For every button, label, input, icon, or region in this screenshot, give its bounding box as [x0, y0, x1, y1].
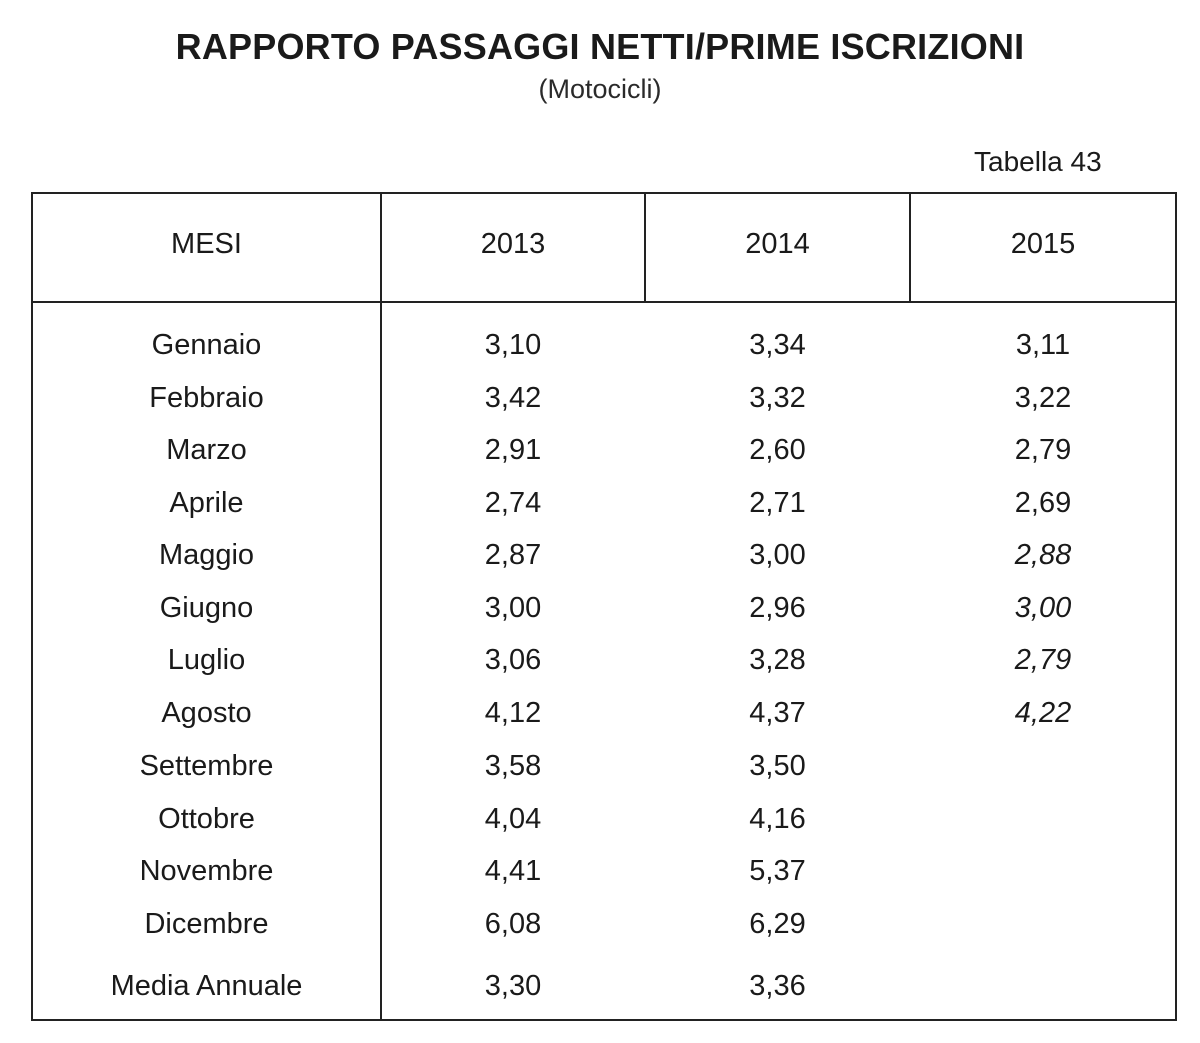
value-2013-cell: 6,08 [484, 908, 542, 940]
value-2013-cell: 4,12 [484, 697, 542, 729]
table-number: Tabella 43 [974, 146, 1102, 177]
table-row: Novembre 4,41 5,37 [0, 851, 1200, 891]
month-cell: Media Annuale [110, 970, 303, 1002]
header-divider [31, 301, 1177, 303]
value-2014-cell: 3,34 [749, 329, 806, 361]
value-2014-cell: 3,32 [749, 382, 806, 414]
table-row: Settembre 3,58 3,50 [0, 746, 1200, 786]
table-row: Maggio 2,87 3,00 2,88 [0, 535, 1200, 575]
table-row: Gennaio 3,10 3,34 3,11 [0, 325, 1200, 365]
summary-row: Media Annuale 3,30 3,36 [0, 966, 1200, 1006]
value-2015-cell: 2,88 [1014, 539, 1072, 571]
column-divider [909, 192, 911, 302]
column-header-2013: 2013 [480, 228, 546, 260]
value-2015-cell: 4,22 [1014, 697, 1072, 729]
value-2013-cell: 3,30 [484, 970, 542, 1002]
table-row: Giugno 3,00 2,96 3,00 [0, 588, 1200, 628]
value-2013-cell: 3,58 [484, 750, 542, 782]
page-title: RAPPORTO PASSAGGI NETTI/PRIME ISCRIZIONI [175, 26, 1025, 67]
value-2014-cell: 4,16 [749, 803, 806, 835]
table-row: Luglio 3,06 3,28 2,79 [0, 640, 1200, 680]
value-2014-cell: 6,29 [749, 908, 806, 940]
table-row: Agosto 4,12 4,37 4,22 [0, 693, 1200, 733]
value-2013-cell: 4,04 [484, 803, 542, 835]
table-row: Aprile 2,74 2,71 2,69 [0, 483, 1200, 523]
value-2015-cell: 2,79 [1014, 434, 1072, 466]
month-cell: Agosto [161, 697, 252, 729]
value-2014-cell: 5,37 [749, 855, 806, 887]
month-cell: Dicembre [144, 908, 269, 940]
month-cell: Febbraio [149, 382, 264, 414]
month-cell: Ottobre [158, 803, 255, 835]
value-2014-cell: 2,71 [749, 487, 806, 519]
value-2013-cell: 3,00 [484, 592, 542, 624]
month-cell: Luglio [167, 644, 246, 676]
value-2013-cell: 3,10 [484, 329, 542, 361]
value-2014-cell: 2,96 [749, 592, 806, 624]
value-2013-cell: 4,41 [484, 855, 542, 887]
month-cell: Novembre [139, 855, 274, 887]
value-2014-cell: 3,00 [749, 539, 806, 571]
column-divider [644, 192, 646, 302]
value-2015-cell: 3,00 [1014, 592, 1072, 624]
value-2014-cell: 3,50 [749, 750, 806, 782]
table-row: Marzo 2,91 2,60 2,79 [0, 430, 1200, 470]
table-row: Ottobre 4,04 4,16 [0, 799, 1200, 839]
table-bottom-border [31, 1019, 1177, 1021]
value-2013-cell: 2,74 [484, 487, 542, 519]
value-2015-cell: 3,22 [1014, 382, 1072, 414]
value-2015-cell: 2,79 [1014, 644, 1072, 676]
page-subtitle: (Motocicli) [538, 74, 662, 104]
month-cell: Maggio [158, 539, 255, 571]
column-header-mesi: MESI [171, 228, 242, 260]
column-header-2015: 2015 [1010, 228, 1076, 260]
value-2014-cell: 3,36 [749, 970, 806, 1002]
value-2014-cell: 4,37 [749, 697, 806, 729]
month-cell: Marzo [166, 434, 247, 466]
table-row: Dicembre 6,08 6,29 [0, 904, 1200, 944]
column-header-2014: 2014 [745, 228, 810, 260]
value-2014-cell: 3,28 [749, 644, 806, 676]
month-cell: Aprile [169, 487, 244, 519]
value-2013-cell: 2,87 [484, 539, 542, 571]
value-2015-cell: 3,11 [1015, 329, 1071, 361]
value-2013-cell: 2,91 [484, 434, 542, 466]
month-cell: Giugno [159, 592, 254, 624]
table-frame [31, 192, 1177, 1019]
month-cell: Gennaio [151, 329, 262, 361]
value-2015-cell: 2,69 [1014, 487, 1072, 519]
value-2013-cell: 3,42 [484, 382, 542, 414]
value-2013-cell: 3,06 [484, 644, 542, 676]
value-2014-cell: 2,60 [749, 434, 806, 466]
month-cell: Settembre [139, 750, 274, 782]
table-row: Febbraio 3,42 3,32 3,22 [0, 378, 1200, 418]
column-divider [380, 192, 382, 1021]
